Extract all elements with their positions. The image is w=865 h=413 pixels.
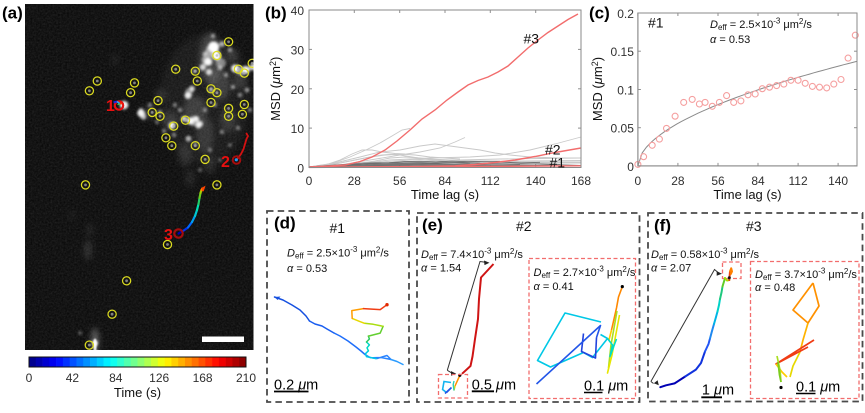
- svg-text:(d): (d): [274, 214, 296, 233]
- svg-text:α = 0.53: α = 0.53: [287, 263, 327, 275]
- svg-text:#3: #3: [524, 31, 540, 47]
- svg-text:2: 2: [221, 154, 230, 171]
- svg-text:Time lag (s): Time lag (s): [713, 187, 781, 202]
- svg-text:112: 112: [789, 174, 808, 188]
- svg-text:MSD (μm2): MSD (μm2): [590, 57, 605, 121]
- svg-text:0.2: 0.2: [617, 7, 634, 21]
- svg-text:α = 1.54: α = 1.54: [421, 263, 461, 275]
- svg-text:140: 140: [526, 174, 546, 188]
- svg-text:0.15: 0.15: [611, 45, 635, 59]
- svg-text:28: 28: [348, 174, 362, 188]
- svg-text:(c): (c): [589, 4, 610, 23]
- svg-text:210: 210: [236, 371, 256, 385]
- svg-text:#2: #2: [545, 142, 561, 158]
- svg-text:#2: #2: [516, 218, 532, 234]
- svg-text:Deff = 2.5×10-3 μm2/s: Deff = 2.5×10-3 μm2/s: [710, 17, 812, 33]
- svg-text:56: 56: [711, 174, 725, 188]
- svg-text:168: 168: [193, 371, 213, 385]
- svg-text:112: 112: [481, 174, 500, 188]
- svg-text:0: 0: [26, 371, 33, 385]
- svg-text:30: 30: [291, 43, 305, 57]
- svg-text:0.2 μm: 0.2 μm: [274, 378, 318, 394]
- svg-text:40: 40: [291, 4, 305, 18]
- svg-text:0.5 μm: 0.5 μm: [472, 378, 516, 394]
- svg-text:0.1 μm: 0.1 μm: [584, 379, 628, 395]
- svg-text:0: 0: [306, 174, 313, 188]
- svg-text:Deff = 7.4×10-3 μm2/s: Deff = 7.4×10-3 μm2/s: [421, 247, 523, 263]
- svg-text:(f): (f): [654, 216, 671, 235]
- svg-text:42: 42: [66, 371, 80, 385]
- svg-text:α = 2.07: α = 2.07: [651, 263, 691, 275]
- svg-text:(a): (a): [2, 4, 23, 23]
- svg-text:α = 0.41: α = 0.41: [534, 281, 574, 293]
- svg-text:28: 28: [671, 174, 685, 188]
- svg-text:Time lag (s): Time lag (s): [411, 187, 479, 202]
- svg-text:Deff = 2.7×10-3 μm2/s: Deff = 2.7×10-3 μm2/s: [534, 265, 636, 281]
- svg-text:#1: #1: [550, 155, 566, 171]
- svg-text:Time (s): Time (s): [114, 385, 161, 400]
- svg-text:3: 3: [164, 227, 173, 244]
- svg-text:0.1 μm: 0.1 μm: [796, 380, 840, 396]
- svg-text:0: 0: [627, 160, 634, 174]
- svg-text:126: 126: [149, 371, 169, 385]
- svg-text:#3: #3: [746, 218, 762, 234]
- svg-text:140: 140: [828, 174, 848, 188]
- svg-text:0.05: 0.05: [611, 122, 635, 136]
- svg-text:84: 84: [751, 174, 765, 188]
- svg-text:#1: #1: [648, 15, 664, 31]
- svg-text:α = 0.53: α = 0.53: [710, 34, 750, 46]
- svg-text:20: 20: [291, 83, 305, 97]
- svg-text:(b): (b): [265, 4, 287, 23]
- svg-text:MSD (μm2): MSD (μm2): [268, 57, 283, 121]
- svg-text:84: 84: [109, 371, 123, 385]
- svg-text:α = 0.48: α = 0.48: [755, 282, 795, 294]
- svg-text:0: 0: [635, 174, 642, 188]
- svg-text:(e): (e): [422, 216, 443, 235]
- svg-text:56: 56: [393, 174, 407, 188]
- svg-text:0.1: 0.1: [617, 84, 634, 98]
- svg-text:Deff = 3.7×10-3 μm2/s: Deff = 3.7×10-3 μm2/s: [755, 267, 857, 283]
- svg-text:1: 1: [106, 98, 115, 115]
- svg-text:168: 168: [571, 174, 591, 188]
- svg-text:#1: #1: [330, 220, 346, 236]
- svg-text:0: 0: [297, 162, 304, 176]
- svg-text:84: 84: [438, 174, 452, 188]
- svg-text:10: 10: [291, 122, 305, 136]
- svg-text:Deff = 0.58×10-3 μm2/s: Deff = 0.58×10-3 μm2/s: [651, 247, 760, 263]
- svg-text:1 μm: 1 μm: [702, 383, 734, 399]
- svg-text:Deff = 2.5×10-3 μm2/s: Deff = 2.5×10-3 μm2/s: [287, 245, 389, 261]
